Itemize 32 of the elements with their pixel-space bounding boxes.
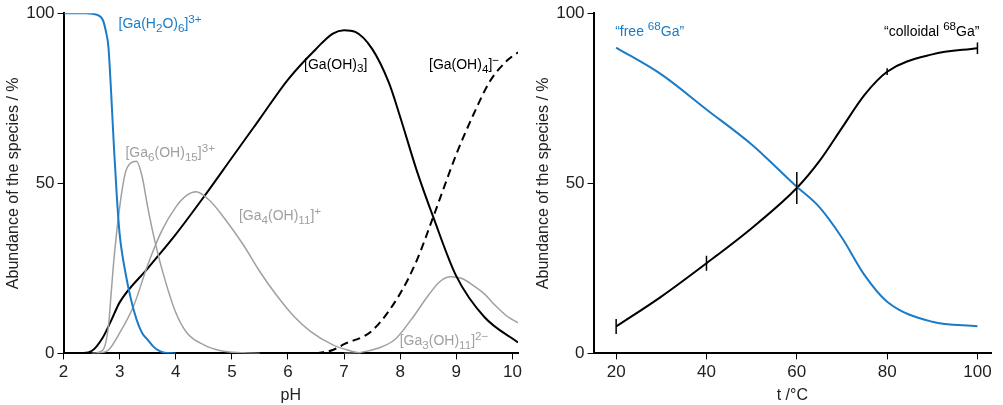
x-axis-title: t /°C	[776, 385, 808, 403]
x-axis-title: pH	[280, 385, 302, 403]
series-label: [Ga(OH)$_{3}$]	[304, 55, 368, 75]
series-label: [Ga$_{6}$(OH)$_{15}$]$^{3+}$	[125, 140, 216, 164]
x-tick-label: 60	[787, 362, 807, 382]
series-label: [Ga$_{3}$(OH)$_{11}$]$^{2−}$	[399, 328, 489, 352]
series-label: [Ga$_{4}$(OH)$_{11}$]$^{+}$	[238, 203, 322, 227]
y-tick-label: 0	[575, 343, 585, 363]
x-tick-label: 5	[227, 362, 237, 382]
y-tick-label: 100	[26, 2, 55, 22]
x-tick-label: 6	[283, 362, 293, 382]
x-tick-label: 9	[451, 362, 462, 382]
y-tick-label: 50	[35, 172, 55, 192]
x-tick-label: 7	[339, 362, 349, 382]
x-tick-label: 4	[171, 362, 181, 382]
x-tick-label: 20	[606, 362, 626, 382]
x-tick-label: 8	[395, 362, 405, 382]
series-label: [Ga(H$_{2}$O)$_{6}$]$^{3+}$	[118, 11, 202, 35]
x-tick-label: 3	[114, 362, 125, 382]
x-tick-label: 2	[58, 362, 69, 382]
y-axis-title: Abundance of the species / %	[4, 77, 22, 290]
x-tick-label: 40	[697, 362, 716, 382]
x-tick-label: 80	[877, 362, 897, 382]
x-tick-label: 100	[963, 362, 992, 382]
y-tick-label: 0	[45, 343, 55, 363]
y-tick-label: 100	[556, 2, 585, 22]
series-label: “colloidal $^{68}$Ga”	[883, 19, 980, 40]
y-axis-title: Abundance of the species / %	[534, 77, 552, 290]
series-label: “free $^{68}$Ga”	[615, 18, 685, 39]
series-label: [Ga(OH)$_{4}$]$^{−}$	[429, 53, 500, 76]
x-tick-label: 10	[502, 362, 522, 382]
y-tick-label: 50	[565, 172, 585, 192]
